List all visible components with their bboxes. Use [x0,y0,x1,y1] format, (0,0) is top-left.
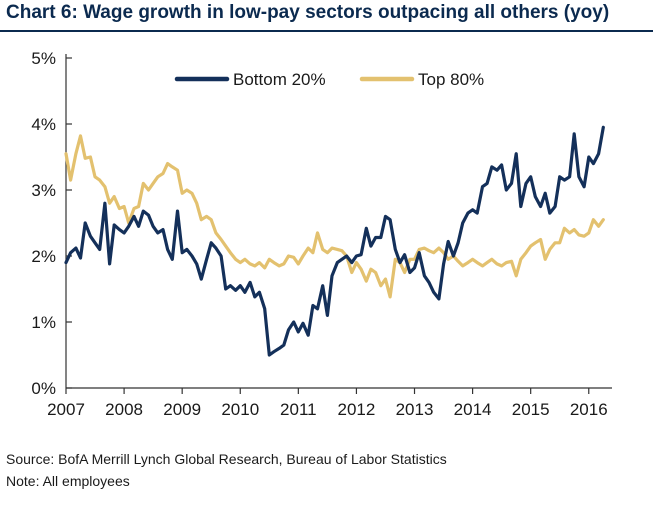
footnote: Note: All employees [6,473,130,489]
x-tick-label: 2011 [280,400,317,419]
chart-axes: 0% 1% 2% 3% 4% 5% 2007 2008 2009 2010 2011 2012 2013… [31,49,612,419]
series-line-bottom-20 [64,125,605,357]
chart-title: Chart 6: Wage growth in low-pay sectors … [6,2,610,23]
y-tick-label: 0% [31,379,56,398]
x-tick-label: 2008 [105,400,143,419]
x-tick-label: 2015 [512,400,550,419]
x-tick-label: 2007 [47,400,85,419]
chart-series [64,125,605,357]
chart-legend: Bottom 20% Top 80% [174,70,484,89]
y-tick-label: 1% [31,313,56,332]
x-tick-label: 2014 [454,400,492,419]
x-tick-label: 2016 [570,400,608,419]
y-tick-label: 4% [31,115,56,134]
y-tick-label: 3% [31,181,56,200]
x-tick-label: 2009 [163,400,201,419]
x-tick-label: 2010 [221,400,259,419]
y-tick-label: 2% [31,247,56,266]
legend-bottom-20-label: Bottom 20% [233,70,326,89]
y-tick-label: 5% [31,49,56,68]
series-line-top-80 [64,134,605,299]
title-underline [0,30,653,32]
line-chart: 0% 1% 2% 3% 4% 5% 2007 2008 2009 2010 2011 2012 2013… [31,49,612,419]
x-tick-label: 2013 [396,400,434,419]
x-tick-label: 2012 [338,400,376,419]
legend-top-80-label: Top 80% [418,70,484,89]
source-note: Source: BofA Merrill Lynch Global Resear… [6,451,447,467]
